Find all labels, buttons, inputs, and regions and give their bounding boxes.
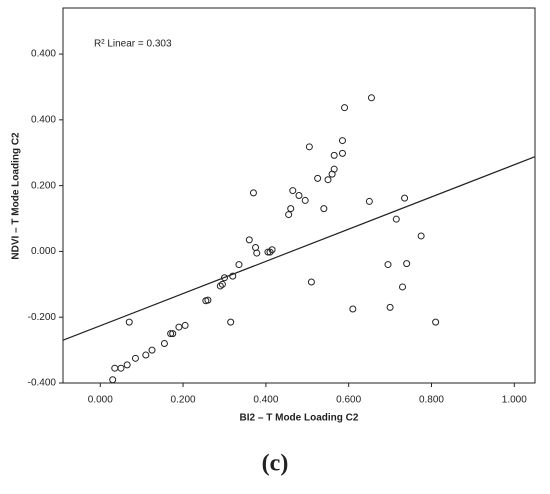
- point: [229, 272, 237, 280]
- y-tick-label: 0.000: [31, 246, 56, 257]
- point: [253, 249, 261, 257]
- point: [117, 364, 125, 372]
- point: [204, 296, 212, 304]
- x-tick-label: 0.600: [336, 395, 361, 406]
- point: [338, 137, 346, 145]
- plot-frame: [62, 7, 536, 384]
- point: [324, 176, 332, 184]
- y-axis-label: NDVI – T Mode Loading C2: [11, 132, 22, 260]
- point: [401, 194, 409, 202]
- point: [287, 205, 295, 213]
- point: [148, 346, 156, 354]
- point: [367, 94, 375, 102]
- point: [111, 364, 119, 372]
- point: [432, 318, 440, 326]
- point: [131, 354, 139, 362]
- point: [399, 283, 407, 291]
- point: [216, 282, 224, 290]
- point: [301, 196, 309, 204]
- point: [249, 189, 257, 197]
- x-tick-label: 0.200: [171, 395, 196, 406]
- point: [268, 246, 276, 254]
- point: [285, 211, 293, 219]
- point: [264, 248, 272, 256]
- point: [403, 260, 411, 268]
- caption: (c): [262, 451, 289, 477]
- point: [384, 261, 392, 269]
- point: [169, 330, 177, 338]
- point: [305, 143, 313, 151]
- point: [314, 174, 322, 182]
- point: [338, 149, 346, 157]
- fit-line: [62, 156, 536, 341]
- y-tick-label: 0.200: [31, 180, 56, 191]
- point: [417, 232, 425, 240]
- point: [252, 243, 260, 251]
- x-tick-label: 0.400: [253, 395, 278, 406]
- annotation: R² Linear = 0.303: [94, 39, 172, 50]
- point: [167, 330, 175, 338]
- point: [295, 192, 303, 199]
- point: [160, 340, 168, 348]
- y-tick-label: -0.400: [28, 378, 57, 389]
- point: [123, 361, 131, 369]
- point: [330, 165, 338, 173]
- x-tick-label: 0.800: [419, 395, 444, 406]
- point: [307, 278, 315, 286]
- point: [142, 351, 150, 359]
- point: [109, 376, 117, 384]
- point: [341, 104, 349, 112]
- point: [386, 303, 394, 311]
- point: [330, 151, 338, 159]
- point: [349, 305, 357, 313]
- point: [227, 318, 235, 326]
- x-tick-label: 0.000: [88, 395, 113, 406]
- point: [125, 318, 133, 326]
- point: [289, 187, 297, 195]
- point: [392, 215, 400, 223]
- y-tick-label: -0.200: [28, 312, 57, 323]
- point: [245, 236, 253, 244]
- point: [220, 274, 228, 282]
- point: [365, 197, 373, 205]
- y-tick-label: 0.400: [31, 49, 56, 60]
- point: [235, 261, 243, 269]
- x-tick-label: 1.000: [502, 395, 527, 406]
- point: [218, 280, 226, 288]
- y-tick-label: 0.400: [31, 114, 56, 125]
- point: [175, 323, 183, 331]
- x-axis-label: BI2 – T Mode Loading C2: [240, 413, 359, 424]
- point: [181, 321, 189, 329]
- point: [320, 205, 328, 213]
- point: [266, 248, 274, 256]
